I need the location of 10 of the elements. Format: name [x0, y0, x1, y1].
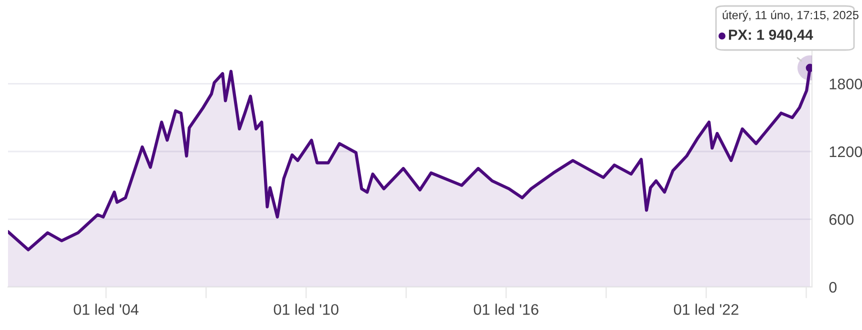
y-tick-label: 0: [829, 282, 837, 293]
y-tick-label: 1800: [830, 78, 862, 90]
x-tick-label: 01 led '04: [74, 304, 138, 315]
x-tick-label: 01 led '16: [474, 304, 538, 315]
annotation: úterý, 11 úno, 17:15, 2025: [722, 10, 858, 22]
y-tick-label: 600: [829, 214, 854, 225]
annotation: PX: 1 940,44: [728, 30, 814, 42]
x-tick-label: 01 led '22: [674, 304, 738, 315]
x-tick-label: 01 led '10: [274, 304, 338, 315]
y-tick-label: 1200: [830, 146, 862, 158]
